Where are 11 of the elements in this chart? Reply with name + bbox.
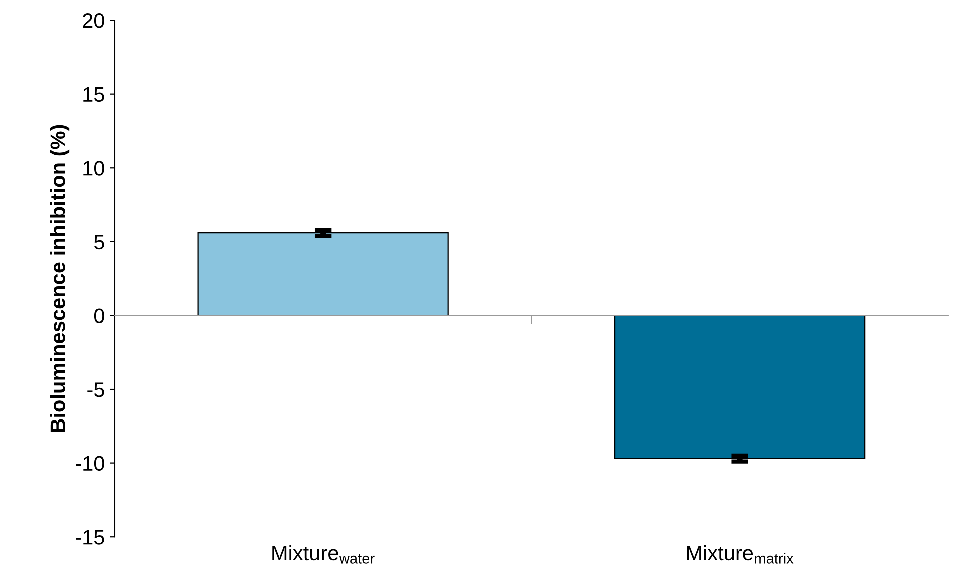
y-tick-label: -10	[76, 456, 104, 472]
x-tick-label: Mixture$_{matrix}$	[687, 545, 794, 564]
y-tick-label: 10	[84, 161, 104, 176]
y-tick-label: 15	[84, 88, 104, 102]
y-tick-label: 0	[94, 308, 104, 324]
x-tick-label: Mixture$_{water}$	[272, 545, 375, 564]
y-tick-label: -15	[76, 530, 104, 545]
y-axis-title: Bioluminescence inhibition (%)	[50, 125, 70, 432]
y-tick-label: 5	[94, 235, 104, 250]
y-tick-label: -5	[88, 382, 104, 398]
y-tick-label: 20	[83, 14, 104, 28]
